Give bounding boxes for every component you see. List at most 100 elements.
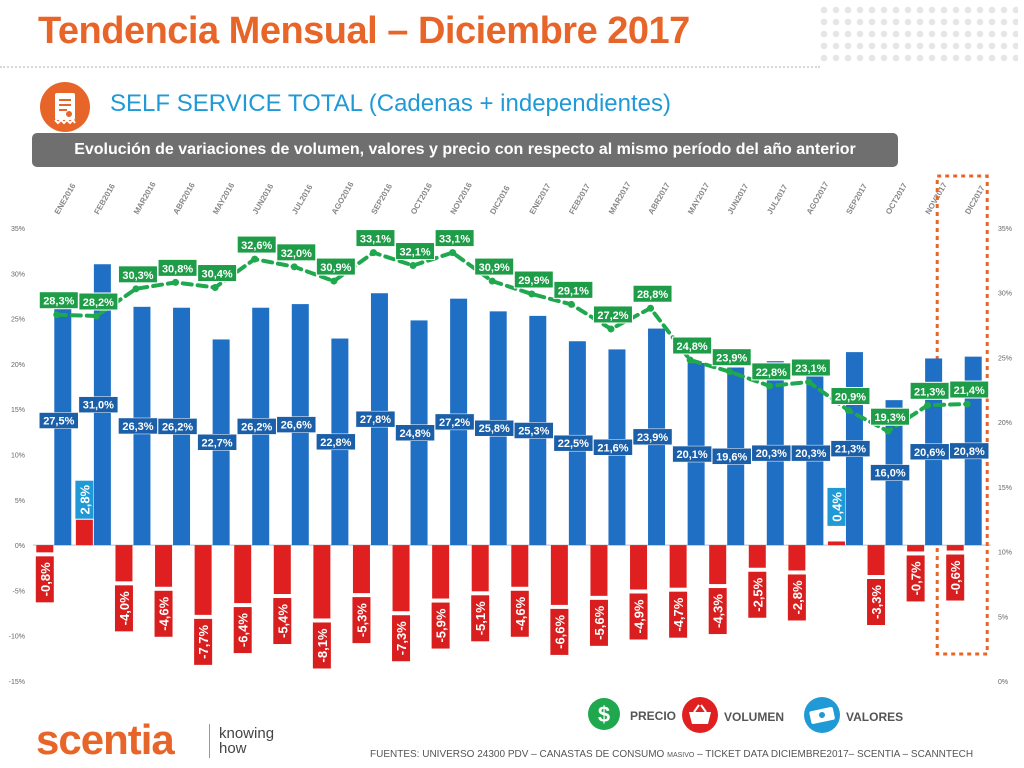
volumen-label-box: [827, 487, 846, 526]
precio-point: [369, 249, 377, 257]
x-tick-label: MAY2017: [686, 181, 711, 216]
volumen-label: -4,6%: [154, 590, 173, 637]
precio-label-box: [513, 270, 554, 289]
volumen-label-box: [669, 591, 688, 638]
precio-point: [765, 382, 773, 390]
y-left-tick-label: 25%: [11, 317, 25, 324]
precio-label-box: [909, 381, 950, 400]
valores-label-box: [791, 444, 831, 462]
precio-label-box: [553, 280, 594, 299]
valores-label-box: [553, 434, 594, 452]
volumen-data-label: -6,6%: [552, 614, 567, 648]
valores-label-box: [355, 410, 396, 428]
y-left-tick-label: 15%: [11, 407, 25, 414]
volumen-label: -5,3%: [352, 597, 371, 644]
volumen-bar: [352, 545, 370, 594]
precio-data-label: 30,8%: [162, 263, 193, 275]
precio-data-label: 32,6%: [241, 240, 272, 252]
precio-data-label: 28,3%: [43, 296, 74, 308]
valores-label-box: [39, 412, 79, 429]
volumen-bar: [234, 545, 252, 604]
x-tick-label: JUL2017: [765, 183, 790, 216]
x-tick-label: DIC2017: [963, 184, 987, 216]
volumen-data-label: 0,4%: [829, 492, 844, 522]
valores-label-box: [157, 418, 198, 435]
valores-data-label: 20,8%: [954, 446, 985, 458]
precio-data-label: 21,4%: [954, 385, 985, 397]
valores-data-label: 26,2%: [162, 421, 193, 433]
precio-point: [963, 400, 971, 408]
precio-label-box: [711, 348, 752, 367]
precio-data-label: 23,9%: [716, 353, 747, 365]
volumen-label-box: [510, 590, 529, 637]
volumen-label: -8,1%: [312, 622, 331, 669]
y-right-tick-label: 25%: [998, 355, 1012, 362]
volumen-bar: [630, 545, 648, 590]
y-left-tick-label: 10%: [11, 453, 25, 460]
precio-point: [330, 277, 338, 285]
volumen-label-box: [75, 480, 94, 519]
x-tick-label: JUN2017: [726, 182, 751, 216]
x-tick-label: MAR2016: [132, 180, 158, 216]
valores-label-box: [751, 444, 792, 462]
y-left-tick-label: 30%: [11, 271, 25, 278]
precio-data-label: 28,8%: [637, 289, 668, 301]
precio-data-label: 33,1%: [439, 234, 470, 246]
precio-label-box: [870, 407, 911, 426]
precio-label-box: [197, 264, 238, 283]
volumen-bar: [194, 545, 212, 615]
volumen-data-label: -5,4%: [275, 604, 290, 638]
x-tick-label: JUL2016: [290, 183, 315, 216]
x-tick-label: MAY2016: [211, 181, 236, 216]
precio-point: [92, 312, 100, 320]
volumen-label-box: [114, 585, 133, 632]
valores-data-label: 22,5%: [558, 438, 589, 450]
precio-label-box: [790, 358, 831, 377]
volumen-label-box: [787, 574, 806, 621]
volumen-label: -0,7%: [906, 555, 925, 602]
volumen-data-label: -4,0%: [117, 591, 132, 625]
x-tick-label: ENE2017: [528, 181, 553, 216]
valores-label-box: [870, 464, 910, 481]
precio-data-label: 28,2%: [83, 297, 114, 309]
valores-data-label: 21,6%: [597, 442, 628, 454]
volumen-label-box: [431, 602, 450, 649]
volumen-label: -4,0%: [114, 585, 133, 632]
volumen-label: -7,3%: [392, 615, 411, 662]
x-tick-label: JUN2016: [251, 182, 276, 216]
valores-data-label: 20,3%: [756, 448, 787, 460]
precio-point: [449, 249, 457, 257]
precio-point: [805, 378, 813, 386]
volumen-label-box: [906, 555, 925, 602]
volumen-bar: [511, 545, 529, 587]
valores-data-label: 27,8%: [360, 414, 391, 426]
x-tick-label: DIC2016: [488, 184, 512, 216]
volumen-label: -3,3%: [867, 578, 886, 625]
precio-label-box: [474, 257, 515, 276]
valores-label-box: [276, 416, 317, 433]
x-tick-label: ABR2017: [646, 181, 672, 216]
y-right-tick-label: 5%: [998, 614, 1008, 621]
valores-data-label: 19,6%: [716, 451, 747, 463]
volumen-bar: [946, 545, 964, 551]
chart-description-band: Evolución de variaciones de volumen, val…: [32, 133, 898, 167]
banknote-icon: [804, 697, 840, 733]
sources-text: FUENTES: UNIVERSO 24300 PDV – CANASTAS D…: [370, 749, 668, 760]
title-divider: [0, 66, 820, 68]
volumen-data-label: -0,6%: [948, 560, 963, 594]
precio-label-box: [236, 235, 277, 254]
volumen-bar: [748, 545, 766, 568]
volumen-label-box: [550, 608, 569, 655]
volumen-bar: [907, 545, 925, 552]
volumen-bar: [550, 545, 568, 605]
x-tick-label: SEP2017: [844, 182, 869, 216]
y-right-tick-label: 35%: [998, 226, 1012, 233]
precio-data-label: 20,9%: [835, 391, 866, 403]
valores-data-label: 20,6%: [914, 447, 945, 459]
basket-icon: [682, 697, 718, 733]
precio-label-box: [276, 243, 317, 262]
precio-data-label: 32,1%: [399, 247, 430, 259]
y-right-tick-label: 10%: [998, 550, 1012, 557]
volumen-data-label: -7,7%: [196, 624, 211, 658]
volumen-label: -0,8%: [35, 556, 54, 603]
